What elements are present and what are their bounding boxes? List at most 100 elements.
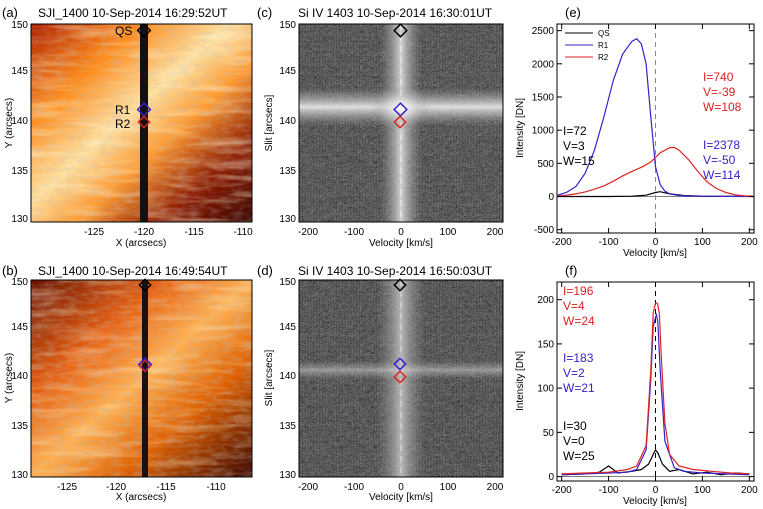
panel-a-ytick: 135 <box>11 166 28 177</box>
panel-d-xlabel: Velocity [km/s] <box>369 492 433 503</box>
panel-c: (c) Si IV 1403 10-Sep-2014 16:30:01UT Sl… <box>257 5 504 249</box>
panel-b-xtick: -120 <box>106 482 126 493</box>
panel-a-ytick: 140 <box>11 116 28 127</box>
panel-d-ytick: 140 <box>279 371 296 382</box>
panel-f-label: (f) <box>565 263 577 278</box>
panel-a-ytick: 145 <box>11 66 28 77</box>
f-qs-i: I=30 <box>563 419 587 433</box>
e-qs-i: I=72 <box>563 124 587 138</box>
panel-c-ytick: 130 <box>279 214 296 225</box>
legend-r1-label: R1 <box>598 41 609 50</box>
panel-f-annotations: I=196 V=4 W=24 I=183 V=2 W=21 I=30 V=0 W… <box>563 284 595 463</box>
marker-r2-label: R2 <box>115 117 131 131</box>
e-qs-v: V=3 <box>563 139 585 153</box>
panel-f-axes: Intensity [DN] Velocity [km/s] <box>515 351 687 507</box>
panel-e-ylabel: Intensity [DN] <box>515 98 526 158</box>
x-tick-label: 0 <box>653 237 659 248</box>
e-r2-i: I=740 <box>703 70 734 84</box>
f-r2-v: V=4 <box>563 299 585 313</box>
f-qs-w: W=25 <box>563 449 595 463</box>
x-tick-label: 0 <box>653 485 659 496</box>
panel-c-ylabel: Slit [arcsecs] <box>264 94 275 151</box>
series-line-r1 <box>561 312 750 476</box>
panel-b-ylabel: Y (arcsecs) <box>4 353 15 403</box>
panel-b-label: (b) <box>2 263 18 278</box>
panel-b: (b) SJI_1400 10-Sep-2014 16:49:54UT Y (a… <box>2 263 253 503</box>
panel-b-axes: Y (arcsecs) X (arcsecs) 150 145 140 135 … <box>4 277 226 503</box>
x-tick-label: -100 <box>599 485 619 496</box>
e-qs-w: W=15 <box>563 154 595 168</box>
panel-d-xtick: 100 <box>440 482 457 493</box>
e-r1-i: I=2378 <box>703 138 740 152</box>
panel-c-xtick: 100 <box>440 227 457 238</box>
x-tick-label: 200 <box>741 485 758 496</box>
panel-a-xlabel: X (arcsecs) <box>116 238 167 249</box>
e-r2-w: W=108 <box>703 100 742 114</box>
panel-c-xtick: 200 <box>487 227 504 238</box>
panel-f-xlabel: Velocity [km/s] <box>623 496 687 507</box>
panel-d-image <box>299 280 503 477</box>
y-tick-label: 1500 <box>532 92 555 103</box>
panel-b-ytick: 150 <box>11 277 28 288</box>
y-tick-label: 0 <box>548 472 554 483</box>
panel-a-markers: QS R1 R2 <box>115 23 152 131</box>
panel-a-ylabel: Y (arcsecs) <box>4 98 15 148</box>
panel-f: (f) -200 -100 0 100 200 200 150 100 50 0 I=196 V=… <box>515 263 758 507</box>
panel-b-xlabel: X (arcsecs) <box>116 492 167 503</box>
panel-e-xlabel: Velocity [km/s] <box>623 248 687 259</box>
panel-d-ytick: 145 <box>279 322 296 333</box>
panel-a-label: (a) <box>2 5 18 20</box>
panel-d-xtick: -200 <box>298 482 318 493</box>
legend-qs-label: QS <box>598 29 610 38</box>
panel-b-markers <box>137 278 153 373</box>
f-r1-v: V=2 <box>563 366 585 380</box>
y-tick-label: 500 <box>537 159 554 170</box>
y-tick-label: 50 <box>543 428 555 439</box>
panel-a-frame <box>30 23 253 223</box>
panel-d-label: (d) <box>257 263 273 278</box>
e-r1-w: W=114 <box>703 168 741 182</box>
panel-b-ytick: 130 <box>11 470 28 481</box>
series-line-qs <box>561 448 750 476</box>
series-line-r1 <box>556 37 754 197</box>
y-tick-label: 150 <box>537 339 554 350</box>
panel-c-ytick: 140 <box>279 116 296 127</box>
f-qs-v: V=0 <box>563 434 585 448</box>
panel-c-axes: Slit [arcsecs] Velocity [km/s] 150 145 1… <box>264 20 504 249</box>
panel-a-xtick: -115 <box>184 227 204 238</box>
panel-b-ytick: 135 <box>11 421 28 432</box>
panel-e-plot: -200 -100 0 100 200 2500 2000 1500 1000 500 0 -500 <box>532 24 758 248</box>
panel-d-xtick: -100 <box>344 482 364 493</box>
panel-f-plot: -200 -100 0 100 200 200 150 100 50 0 <box>537 282 758 496</box>
panel-d-ytick: 135 <box>279 421 296 432</box>
panel-b-xtick: -125 <box>57 482 77 493</box>
panel-d: (d) Si IV 1403 10-Sep-2014 16:50:03UT Sl… <box>257 263 504 503</box>
y-tick-label: 1000 <box>532 126 555 137</box>
panel-c-ytick: 145 <box>279 66 296 77</box>
panel-c-label: (c) <box>257 5 272 20</box>
marker-r1-label: R1 <box>115 103 131 117</box>
legend-r2-label: R2 <box>598 53 609 62</box>
panel-a-xtick: -120 <box>134 227 154 238</box>
panel-c-xtick: -100 <box>344 227 364 238</box>
x-tick-label: 100 <box>694 237 711 248</box>
panel-e: (e) -200 -100 0 100 20025002000150010005000-… <box>515 5 758 259</box>
panel-c-markers <box>393 23 408 129</box>
panel-d-ytick: 130 <box>279 470 296 481</box>
panel-a-xtick: -110 <box>233 227 253 238</box>
y-tick-label: -500 <box>534 225 554 236</box>
panel-c-xlabel: Velocity [km/s] <box>369 238 433 249</box>
panel-b-xtick: -115 <box>156 482 176 493</box>
f-r2-w: W=24 <box>563 314 595 328</box>
y-tick-label: 100 <box>537 384 554 395</box>
panel-c-title: Si IV 1403 10-Sep-2014 16:30:01UT <box>298 6 493 20</box>
panel-c-ytick: 150 <box>279 20 296 31</box>
panel-b-xtick: -110 <box>206 482 226 493</box>
panel-d-markers <box>393 278 407 384</box>
panel-b-frame <box>30 279 253 478</box>
panel-d-title: Si IV 1403 10-Sep-2014 16:50:03UT <box>298 264 493 278</box>
y-tick-label: 2500 <box>532 26 555 37</box>
f-r2-i: I=196 <box>563 284 594 298</box>
e-r2-v: V=-39 <box>703 85 736 99</box>
series-line-r2 <box>561 302 750 475</box>
